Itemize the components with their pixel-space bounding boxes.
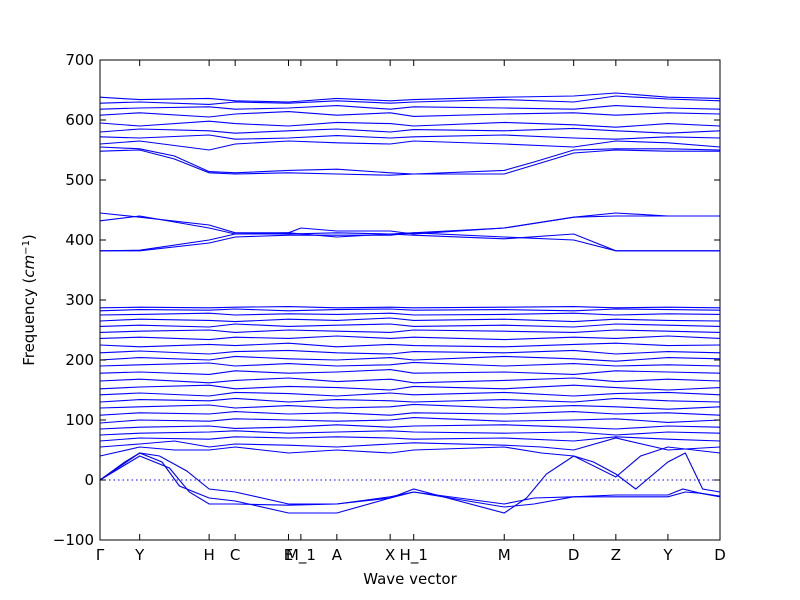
band-line-24 bbox=[99, 317, 721, 323]
band-line-15 bbox=[99, 377, 721, 384]
band-line-2 bbox=[99, 455, 721, 506]
band-line-18 bbox=[99, 355, 721, 362]
band-line-21 bbox=[99, 335, 721, 341]
y-tick-label: 300 bbox=[65, 291, 94, 309]
y-axis-ticks: −100 0 100 200 300 400 500 600 700 bbox=[53, 51, 720, 549]
band-line-41 bbox=[99, 92, 721, 103]
band-line-11 bbox=[99, 403, 721, 410]
band-line-7 bbox=[99, 430, 721, 436]
x-tick-label: M_1 bbox=[286, 546, 316, 565]
y-tick-label: 600 bbox=[65, 111, 94, 129]
x-tick-label: Y bbox=[134, 546, 145, 564]
band-line-4 bbox=[99, 446, 721, 478]
band-line-27 bbox=[99, 306, 721, 309]
x-tick-label: Y bbox=[662, 546, 673, 564]
band-line-19 bbox=[99, 349, 721, 355]
x-tick-label: D bbox=[714, 546, 726, 564]
x-tick-label: E bbox=[284, 546, 293, 564]
band-line-6 bbox=[99, 436, 721, 442]
y-axis-label-exponent: −1 bbox=[21, 240, 32, 255]
y-tick-label: 500 bbox=[65, 171, 94, 189]
band-line-35 bbox=[99, 134, 721, 140]
plot-frame bbox=[99, 59, 721, 541]
x-axis-label: Wave vector bbox=[363, 570, 457, 588]
band-line-23 bbox=[99, 323, 721, 328]
band-line-33 bbox=[99, 146, 721, 175]
y-tick-label: 400 bbox=[65, 231, 94, 249]
band-line-17 bbox=[99, 361, 721, 367]
x-tick-label: X bbox=[385, 546, 395, 564]
band-line-32 bbox=[99, 149, 720, 176]
x-tick-label: C bbox=[230, 546, 240, 564]
band-line-29 bbox=[99, 232, 720, 252]
band-line-37 bbox=[99, 120, 721, 128]
x-tick-label: D bbox=[568, 546, 580, 564]
y-axis-label-unit: cm bbox=[20, 255, 38, 278]
x-tick-label: Z bbox=[611, 546, 621, 564]
band-line-10 bbox=[99, 411, 721, 416]
band-line-5 bbox=[99, 437, 721, 451]
band-line-13 bbox=[99, 391, 721, 397]
y-tick-label: 700 bbox=[65, 51, 94, 69]
band-line-20 bbox=[99, 342, 721, 348]
band-line-12 bbox=[99, 397, 721, 403]
y-tick-label: −100 bbox=[53, 531, 94, 549]
band-line-26 bbox=[99, 308, 721, 312]
y-axis-label-prefix: Frequency ( bbox=[20, 278, 38, 366]
band-line-40 bbox=[99, 95, 721, 105]
y-tick-label: 200 bbox=[65, 351, 94, 369]
y-axis-label: Frequency (cm−1) bbox=[20, 234, 38, 366]
x-axis-ticks: Γ Y H C EM_1 A X H_1 M D Z Y D bbox=[96, 60, 726, 565]
band-line-14 bbox=[99, 384, 721, 391]
x-tick-label: M bbox=[498, 546, 511, 564]
y-tick-label: 100 bbox=[65, 411, 94, 429]
x-tick-label: H_1 bbox=[400, 546, 428, 565]
band-line-36 bbox=[99, 127, 721, 134]
x-tick-label: H bbox=[203, 546, 214, 564]
band-line-30 bbox=[99, 212, 720, 235]
band-line-38 bbox=[99, 111, 721, 118]
band-line-1 bbox=[99, 452, 721, 514]
band-line-8 bbox=[99, 424, 721, 430]
x-tick-label: A bbox=[332, 546, 343, 564]
band-line-9 bbox=[99, 417, 721, 424]
band-line-25 bbox=[99, 312, 721, 316]
band-line-31 bbox=[99, 215, 720, 235]
band-line-16 bbox=[99, 369, 721, 375]
band-lines bbox=[99, 92, 721, 514]
y-tick-label: 0 bbox=[84, 471, 94, 489]
band-line-39 bbox=[99, 105, 721, 110]
band-line-3 bbox=[99, 452, 721, 514]
x-tick-label: Γ bbox=[96, 546, 105, 564]
y-axis-label-suffix: ) bbox=[20, 234, 38, 240]
band-line-22 bbox=[99, 329, 721, 333]
band-line-34 bbox=[99, 140, 721, 151]
